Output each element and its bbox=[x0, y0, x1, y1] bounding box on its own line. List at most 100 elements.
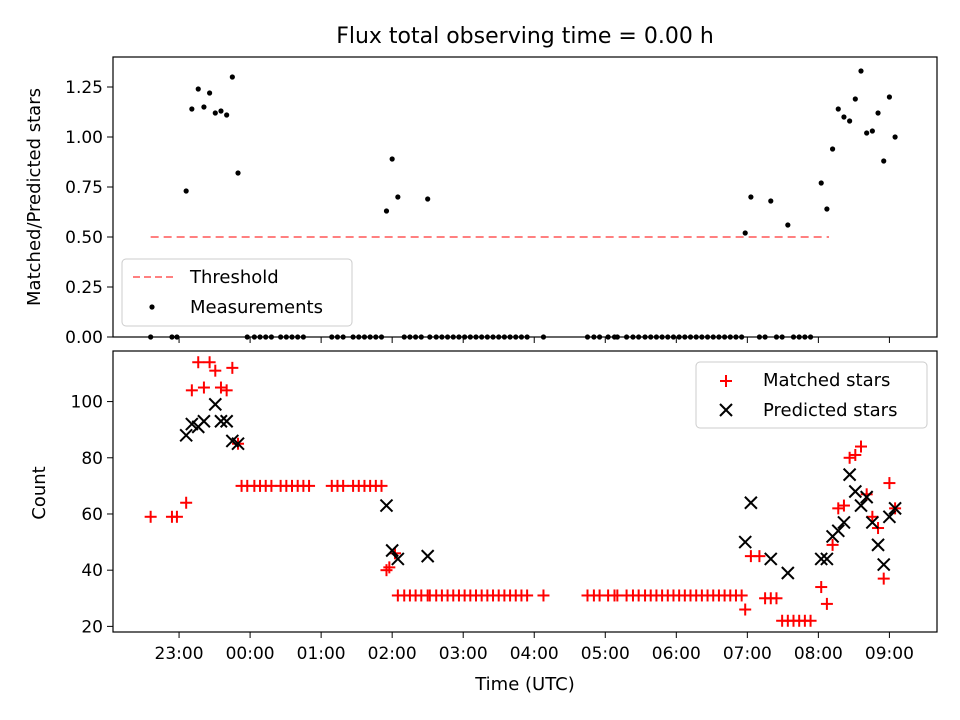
ratio-legend-box bbox=[121, 258, 353, 327]
count-y-tick-label: 40 bbox=[81, 561, 103, 581]
count-y-axis: 20 40 60 80 100 bbox=[71, 393, 113, 637]
matched-star-point bbox=[209, 364, 222, 377]
matched-star-point bbox=[739, 603, 752, 616]
matched-star-point bbox=[220, 384, 233, 397]
legend-measurements-label: Measurements bbox=[190, 297, 323, 318]
measurement-point bbox=[886, 94, 893, 100]
measurement-point bbox=[869, 128, 875, 134]
x-tick-label: 04:00 bbox=[510, 644, 559, 664]
measurement-point bbox=[212, 110, 218, 116]
ratio-panel: 0.00 0.25 0.50 0.75 1.00 1.25 Matched/Predict… bbox=[24, 56, 938, 348]
count-y-tick-label: 20 bbox=[81, 617, 103, 637]
matched-star-point bbox=[185, 384, 198, 397]
x-tick-label: 08:00 bbox=[794, 644, 843, 664]
x-axis-label: Time (UTC) bbox=[474, 674, 575, 695]
matched-star-point bbox=[735, 589, 748, 602]
measurement-point bbox=[768, 198, 774, 204]
x-tick-label: 03:00 bbox=[439, 644, 488, 664]
matched-star-point bbox=[537, 589, 550, 602]
predicted-star-point bbox=[877, 557, 891, 572]
measurement-point bbox=[201, 104, 207, 110]
matched-star-point bbox=[180, 496, 193, 509]
ratio-y-tick-label: 0.25 bbox=[65, 278, 103, 298]
matched-star-point bbox=[843, 451, 856, 464]
count-y-tick-label: 80 bbox=[81, 449, 103, 469]
predicted-star-point bbox=[197, 414, 211, 428]
ratio-legend: Threshold Measurements bbox=[121, 258, 353, 327]
x-tick-label: 02:00 bbox=[368, 644, 417, 664]
predicted-star-point bbox=[744, 496, 758, 510]
predicted-star-point bbox=[865, 515, 880, 530]
measurement-point bbox=[383, 208, 390, 214]
measurement-point bbox=[235, 170, 241, 176]
predicted-star-point bbox=[764, 552, 778, 566]
measurement-point bbox=[858, 68, 864, 74]
predicted-star-point bbox=[738, 535, 752, 549]
ratio-y-tick-label: 0.00 bbox=[65, 328, 103, 348]
measurement-point bbox=[864, 130, 870, 136]
x-tick-label: 05:00 bbox=[581, 644, 630, 664]
measurement-point bbox=[183, 188, 189, 194]
predicted-star-point bbox=[179, 428, 193, 443]
measurement-point bbox=[875, 110, 881, 116]
predicted-star-point bbox=[781, 566, 795, 580]
predicted-star-point bbox=[859, 490, 874, 504]
predicted-star-point bbox=[231, 437, 245, 451]
matched-star-point bbox=[380, 564, 393, 577]
matched-star-point bbox=[832, 502, 845, 515]
count-x-axis: 23:00 00:00 01:00 02:00 03:00 04:00 05:00 06:00… bbox=[155, 632, 914, 664]
measurement-point bbox=[841, 114, 847, 120]
legend-matched-label: Matched stars bbox=[763, 370, 890, 391]
ratio-y-tick-label: 1.00 bbox=[65, 128, 103, 148]
predicted-star-point bbox=[391, 552, 405, 566]
x-tick-label: 06:00 bbox=[652, 644, 701, 664]
predicted-star-point bbox=[842, 467, 857, 482]
legend-predicted-x-icon bbox=[719, 403, 733, 417]
matched-star-point bbox=[375, 479, 388, 492]
count-legend-box bbox=[695, 361, 928, 429]
measurement-point bbox=[229, 74, 235, 80]
predicted-star-point bbox=[888, 501, 902, 516]
legend-matched-plus-icon bbox=[720, 375, 732, 387]
predicted-star-point bbox=[831, 524, 845, 538]
ratio-y-tick-label: 1.25 bbox=[65, 78, 103, 98]
measurement-point bbox=[824, 206, 830, 212]
predicted-star-point bbox=[882, 510, 897, 524]
predicted-star-point bbox=[814, 552, 828, 566]
matched-star-point bbox=[303, 479, 316, 492]
predicted-star-point bbox=[208, 397, 222, 412]
matched-star-point bbox=[820, 597, 833, 610]
x-tick-label: 23:00 bbox=[155, 644, 204, 664]
measurement-point bbox=[425, 196, 431, 202]
matched-star-point bbox=[877, 572, 890, 585]
measurement-point bbox=[818, 180, 824, 186]
ratio-y-axis-label: Matched/Predicted stars bbox=[24, 88, 45, 306]
predicted-star-point bbox=[379, 498, 394, 513]
matched-star-point bbox=[214, 381, 227, 394]
matched-star-point bbox=[815, 581, 828, 594]
predicted-star-point bbox=[214, 414, 228, 428]
predicted-star-point bbox=[871, 538, 885, 552]
measurement-point bbox=[748, 194, 754, 200]
matched-star-point bbox=[804, 614, 817, 627]
matched-star-point bbox=[203, 356, 216, 369]
predicted-star-point bbox=[385, 543, 399, 558]
x-tick-label: 09:00 bbox=[865, 644, 914, 664]
matched-star-point bbox=[144, 510, 157, 523]
predicted-star-point bbox=[420, 549, 435, 563]
measurement-point bbox=[742, 230, 748, 236]
legend-predicted-label: Predicted stars bbox=[763, 400, 897, 421]
matched-star-point bbox=[849, 448, 862, 461]
matched-star-point bbox=[170, 510, 183, 523]
ratio-axes-frame bbox=[112, 56, 938, 338]
matched-star-point bbox=[383, 561, 396, 574]
count-axes-frame bbox=[112, 350, 938, 633]
figure-title: Flux total observing time = 0.00 h bbox=[336, 24, 714, 49]
matched-star-point bbox=[197, 381, 210, 394]
count-plot-area bbox=[144, 356, 902, 627]
matched-star-point bbox=[192, 356, 205, 369]
measurement-point bbox=[389, 156, 395, 162]
ratio-y-tick-label: 0.50 bbox=[65, 228, 103, 248]
count-y-axis-label: Count bbox=[29, 466, 50, 519]
